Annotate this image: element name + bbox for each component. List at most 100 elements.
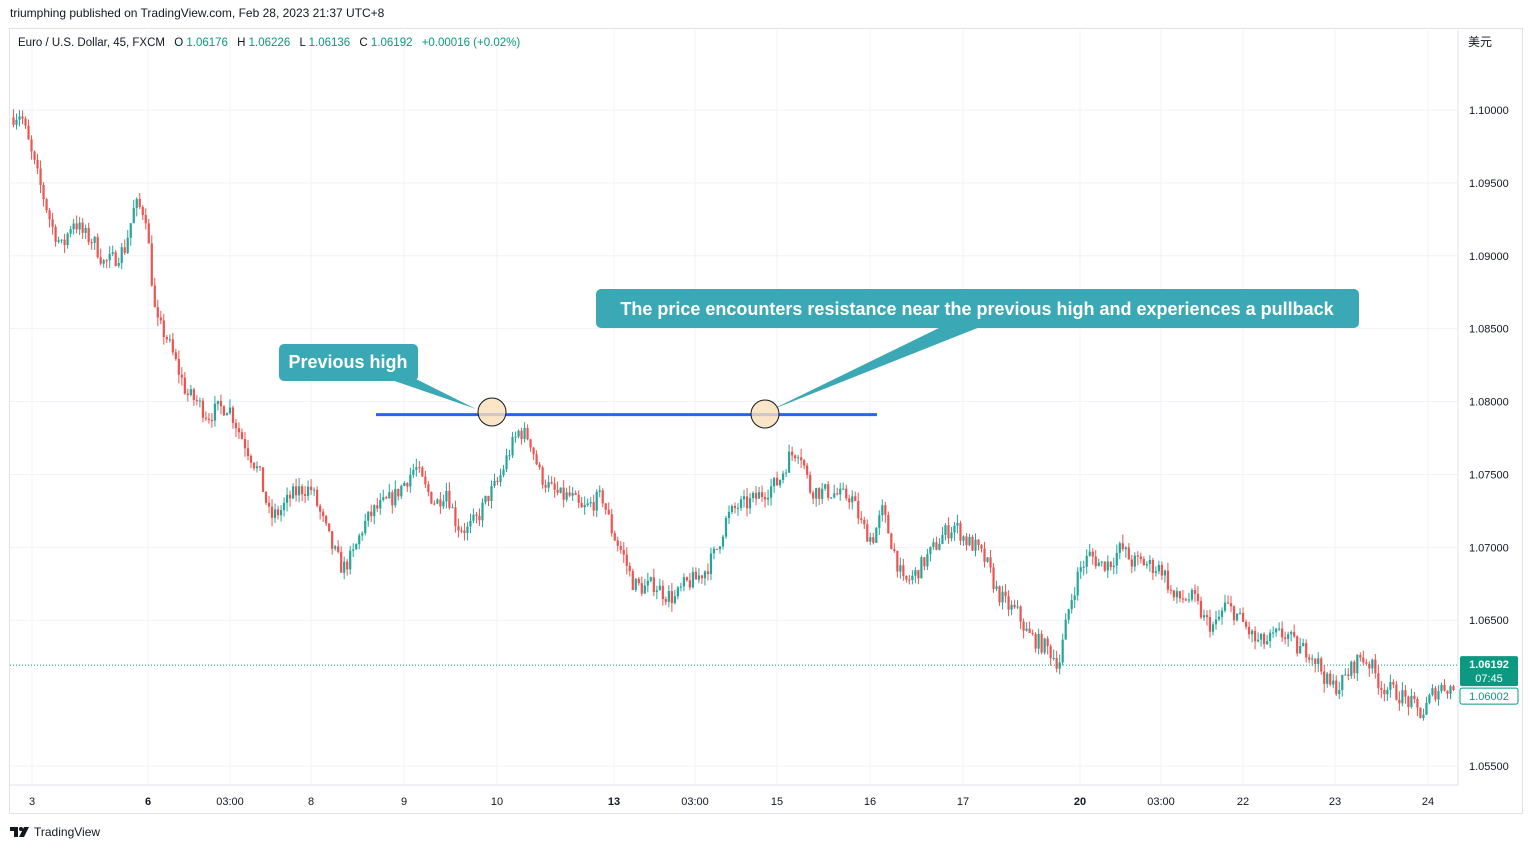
candle-body: [1235, 613, 1239, 621]
candle-body: [1335, 680, 1338, 695]
candle-body: [409, 474, 412, 487]
candle-body: [625, 554, 628, 566]
candle-body: [706, 571, 710, 575]
candle-body: [881, 505, 884, 516]
candle-body: [240, 432, 244, 440]
candle-body: [875, 527, 878, 543]
candle-body: [995, 586, 998, 589]
candle-body: [565, 492, 568, 500]
candle-body: [1281, 628, 1284, 638]
candle-body: [1046, 638, 1049, 647]
candle-body: [830, 497, 833, 499]
candle-body: [406, 483, 409, 487]
candle-body: [1250, 630, 1254, 635]
candle-body: [580, 502, 583, 508]
candle-body: [739, 499, 743, 508]
candle-body: [1091, 551, 1094, 557]
candle-body: [812, 492, 815, 499]
candle-body: [863, 519, 866, 525]
candle-body: [1211, 624, 1215, 632]
candle-body: [1350, 661, 1353, 677]
candle-body: [1332, 680, 1335, 685]
candle-body: [505, 455, 508, 470]
candle-body: [785, 472, 788, 474]
candle-body: [1178, 591, 1182, 599]
candle-body: [481, 502, 484, 521]
candle-body: [1037, 633, 1040, 649]
candle-body: [291, 486, 295, 499]
candle-body: [12, 117, 15, 125]
candle-body: [1299, 646, 1302, 654]
x-tick-label: 3: [29, 796, 35, 808]
candle-body: [998, 586, 1001, 603]
candle-body: [234, 422, 238, 429]
candle-body: [872, 537, 875, 543]
candle-body: [322, 511, 325, 516]
candle-body: [258, 466, 262, 468]
candle-body: [1223, 602, 1227, 611]
candle-body: [962, 536, 965, 541]
candle-body: [361, 533, 364, 536]
candle-body: [797, 457, 800, 459]
candle-body: [33, 151, 36, 160]
candle-body: [1413, 695, 1416, 700]
candle-body: [1244, 621, 1248, 627]
candle-body: [231, 407, 235, 423]
candle-body: [397, 488, 400, 497]
candle-body: [766, 497, 770, 500]
candle-body: [947, 525, 950, 539]
candle-body: [1196, 593, 1200, 601]
candle-body: [1344, 674, 1347, 676]
candle-body: [1305, 643, 1308, 658]
candle-body: [1193, 589, 1197, 594]
candle-body: [294, 486, 298, 496]
candle-body: [99, 257, 102, 264]
y-tick-label: 1.07500: [1469, 469, 1509, 481]
candle-body: [884, 505, 887, 515]
candle-body: [222, 406, 226, 416]
candle-body: [496, 480, 499, 482]
candle-body: [1217, 616, 1221, 620]
high-value: 1.06226: [249, 37, 291, 49]
candle-body: [1040, 633, 1043, 653]
candle-body: [1151, 559, 1154, 573]
candle-body: [866, 524, 869, 542]
publisher-credit: triumphing published on TradingView.com,…: [10, 6, 385, 20]
candle-body: [310, 486, 313, 491]
candle-body: [252, 462, 256, 469]
candle-body: [1121, 543, 1124, 550]
candle-body: [1169, 589, 1173, 591]
candle-body: [1290, 632, 1293, 635]
y-tick-label: 1.10000: [1469, 105, 1509, 117]
tradingview-footer[interactable]: TradingView: [10, 825, 100, 839]
candle-body: [502, 469, 505, 476]
candle-body: [959, 523, 962, 541]
candle-body: [1043, 638, 1046, 653]
candle-body: [815, 488, 818, 499]
x-tick-label: 13: [608, 796, 620, 808]
candle-body: [255, 466, 259, 469]
candle-body: [1199, 600, 1203, 618]
candle-body: [165, 336, 168, 340]
y-tick-label: 1.09500: [1469, 178, 1509, 190]
chart-grid: [10, 30, 1458, 785]
candle-body: [373, 505, 376, 517]
candle-body: [842, 488, 845, 490]
candle-body: [1446, 690, 1449, 694]
candle-body: [316, 489, 319, 506]
candle-body: [75, 223, 78, 230]
candle-body: [772, 477, 776, 487]
candle-body: [1338, 690, 1341, 695]
candle-body: [1323, 671, 1326, 684]
candle-body: [700, 575, 704, 579]
candle-body: [992, 567, 995, 589]
candle-body: [219, 400, 223, 407]
candle-body: [685, 577, 689, 581]
candle-body: [643, 585, 646, 594]
candle-body: [87, 227, 90, 243]
candle-body: [694, 571, 698, 580]
candle-body: [511, 437, 514, 456]
candle-body: [1232, 606, 1236, 621]
candle-body: [908, 579, 911, 581]
